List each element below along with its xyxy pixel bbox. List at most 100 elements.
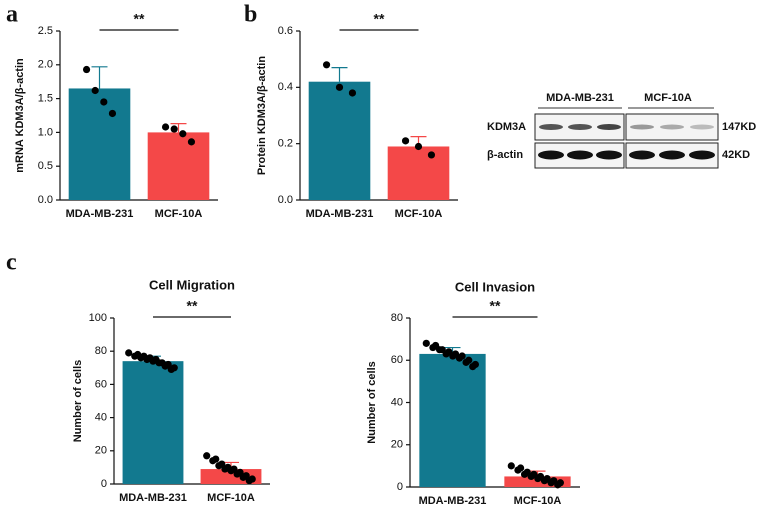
x-tick-label: MDA-MB-231 [419, 495, 487, 507]
blot-row: KDM3A [487, 121, 526, 133]
data-point [429, 343, 437, 352]
data-point [239, 473, 247, 481]
data-point [170, 125, 178, 133]
y-tick-label: 20 [95, 445, 107, 457]
blot-band [596, 150, 622, 160]
data-point [335, 83, 344, 91]
data-point [155, 359, 163, 367]
blot-size: 42KD [722, 149, 750, 161]
data-point [534, 474, 542, 483]
blot-band [539, 124, 563, 130]
y-tick-label: 100 [89, 312, 107, 324]
data-point [221, 465, 229, 473]
bar [147, 132, 210, 200]
x-tick-label: MCF-10A [514, 495, 562, 507]
bar [68, 88, 131, 200]
blot-band [568, 124, 592, 130]
x-tick-label: MCF-10A [395, 208, 443, 220]
data-point [82, 65, 91, 74]
blot-size: 147KD [722, 121, 756, 133]
error-bar [170, 123, 187, 133]
y-axis-label: Number of cells [72, 360, 84, 443]
data-point [179, 130, 187, 138]
y-tick-label: 60 [391, 354, 403, 366]
blot-band [629, 150, 655, 160]
y-tick-label: 40 [95, 412, 107, 424]
y-tick-label: 0.0 [38, 194, 53, 206]
y-tick-label: 0.4 [278, 81, 293, 93]
blot-band [659, 150, 685, 160]
x-tick-label: MDA-MB-231 [66, 208, 134, 220]
y-tick-label: 80 [391, 312, 403, 324]
data-point [125, 349, 133, 357]
data-point [161, 362, 169, 370]
data-point [514, 466, 522, 474]
blot-group: MCF-10A [644, 92, 692, 104]
y-axis-label: mRNA KDM3A/β-actin [14, 58, 26, 173]
data-point [91, 86, 99, 95]
blot-row: β-actin [487, 149, 523, 161]
data-point [108, 109, 117, 118]
y-tick-label: 1.0 [38, 126, 53, 138]
data-point [187, 138, 196, 146]
y-tick-label: 0.0 [278, 194, 293, 206]
data-point [209, 457, 217, 465]
blot-band [630, 124, 654, 130]
data-point [449, 352, 457, 360]
bar [387, 146, 450, 200]
data-point [131, 352, 139, 360]
blot-band [597, 124, 621, 130]
data-point [100, 98, 108, 106]
data-point [161, 123, 170, 131]
data-point [203, 452, 211, 460]
significance-label: ** [490, 298, 501, 314]
y-tick-label: 2.5 [38, 25, 53, 37]
data-point [427, 151, 436, 159]
blot-band [567, 150, 593, 160]
data-point [442, 350, 450, 358]
significance-label: ** [374, 11, 385, 27]
data-point [167, 365, 175, 374]
y-tick-label: 1.5 [38, 93, 53, 105]
y-tick-label: 0.6 [278, 25, 293, 37]
data-point [401, 137, 410, 145]
y-tick-label: 0 [397, 481, 403, 493]
x-tick-label: MDA-MB-231 [119, 492, 187, 504]
y-tick-label: 2.0 [38, 59, 53, 71]
bar [308, 81, 371, 200]
y-tick-label: 60 [95, 378, 107, 390]
blot-band [690, 124, 714, 130]
significance-label: ** [187, 298, 198, 314]
data-point [348, 89, 357, 97]
data-point [547, 479, 555, 487]
panel-letter: c [6, 250, 17, 276]
error-bar [331, 67, 348, 82]
data-point [455, 354, 464, 362]
data-point [469, 362, 477, 371]
y-tick-label: 40 [391, 396, 403, 408]
y-axis-label: Number of cells [366, 361, 378, 444]
blot-group: MDA-MB-231 [546, 92, 614, 104]
data-point [227, 467, 235, 475]
data-point [520, 470, 529, 478]
data-point [422, 339, 430, 347]
data-point [137, 354, 145, 362]
x-tick-label: MDA-MB-231 [306, 208, 374, 220]
data-point [215, 462, 223, 470]
data-point [149, 357, 157, 365]
panel-letter: a [6, 2, 18, 28]
blot-band [660, 124, 684, 130]
blot-band [689, 150, 715, 160]
error-bar [91, 66, 108, 89]
data-point [540, 477, 549, 485]
data-point [245, 477, 253, 485]
y-tick-label: 20 [391, 439, 403, 451]
blot-band [538, 150, 564, 160]
panel-letter: b [244, 2, 257, 28]
data-point [507, 462, 515, 470]
significance-label: ** [134, 11, 145, 27]
data-point [414, 142, 423, 151]
y-tick-label: 80 [95, 345, 107, 357]
data-point [462, 358, 470, 366]
western-blot: MDA-MB-231 MCF-10A KDM3A β-actin 147KD 4… [487, 92, 756, 169]
